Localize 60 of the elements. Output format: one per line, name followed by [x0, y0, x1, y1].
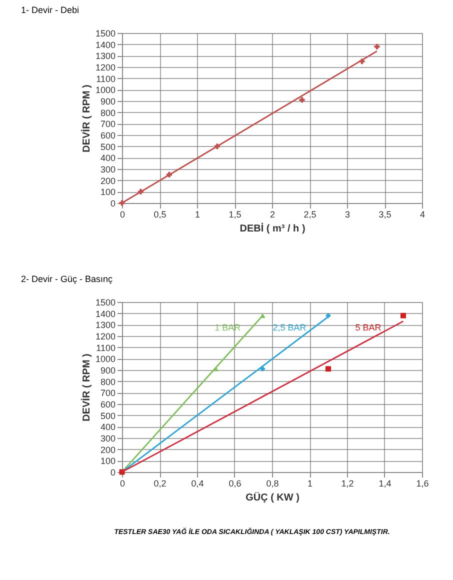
y-tick-label: 500: [100, 410, 116, 421]
x-axis-title: GÜÇ ( KW ): [246, 492, 300, 504]
x-tick-label: 0,4: [191, 478, 204, 488]
text: 5 BAR: [355, 322, 382, 333]
y-tick-label: 1300: [95, 51, 116, 62]
y-tick-label: 1500: [95, 28, 116, 38]
y-tick-label: 400: [100, 422, 116, 432]
chart-title: 2- Devir - Güç - Basınç: [20, 274, 113, 284]
y-tick-label: 0: [110, 198, 116, 208]
x-tick-label: 0,2: [154, 478, 166, 488]
y-tick-label: 300: [100, 434, 116, 444]
y-axis-title: DEVİR ( RPM ): [80, 354, 92, 422]
x-tick-label: 0: [120, 478, 126, 488]
x-tick-label: 1: [194, 210, 200, 220]
y-tick-label: 400: [100, 153, 116, 164]
y-tick-label: 1000: [95, 85, 116, 96]
x-tick-label: 1,2: [341, 478, 354, 488]
y-tick-label: 700: [100, 119, 116, 130]
x-tick-label: 0,8: [266, 478, 279, 488]
y-tick-label: 600: [100, 400, 116, 410]
y-tick-label: 1500: [95, 298, 116, 308]
y-tick-label: 300: [100, 164, 116, 174]
point: [400, 312, 406, 318]
x-tick-label: 3,5: [378, 210, 392, 220]
x-tick-label: 2: [270, 210, 276, 220]
y-tick-label: 1100: [96, 342, 116, 353]
y-tick-label: 1200: [95, 62, 116, 72]
y-tick-label: 1000: [95, 354, 116, 364]
y-tick-label: 500: [100, 142, 116, 152]
y-tick-label: 100: [100, 187, 116, 198]
x-tick-label: 2,5: [304, 210, 316, 220]
x-tick-label: 1,4: [378, 478, 392, 488]
y-tick-label: 1200: [95, 332, 116, 342]
y-tick-label: 200: [100, 444, 116, 455]
x-tick-label: 4: [420, 210, 426, 220]
y-tick-label: 1300: [95, 320, 116, 330]
x-axis-title: DEBİ ( m³ / h ): [240, 222, 306, 234]
x-tick-label: 0,6: [228, 478, 242, 488]
y-tick-label: 1400: [95, 308, 116, 319]
x-tick-label: 0: [120, 210, 126, 220]
y-tick-label: 900: [100, 366, 116, 376]
y-tick-label: 900: [100, 96, 116, 106]
y-tick-label: 100: [100, 456, 116, 466]
x-tick-label: 3: [344, 210, 350, 220]
y-tick-label: 200: [100, 176, 116, 186]
y-tick-label: 800: [100, 108, 116, 118]
x-tick-label: 1,5: [228, 210, 242, 220]
y-tick-label: 0: [110, 468, 116, 478]
y-tick-label: 800: [100, 376, 116, 387]
x-tick-label: 1: [307, 478, 313, 488]
text: 2,5 BAR: [272, 322, 307, 333]
y-axis-title: DEVİR ( RPM ): [80, 84, 92, 152]
y-tick-label: 1100: [96, 74, 116, 84]
y-tick-label: 600: [100, 130, 116, 140]
y-tick-label: 700: [100, 388, 116, 398]
text: 1- Devir - Debi: [20, 5, 79, 15]
x-tick-label: 1,6: [416, 478, 429, 488]
x-tick-label: 0,5: [154, 210, 166, 220]
y-tick-label: 1400: [95, 40, 116, 50]
point: [326, 366, 331, 372]
